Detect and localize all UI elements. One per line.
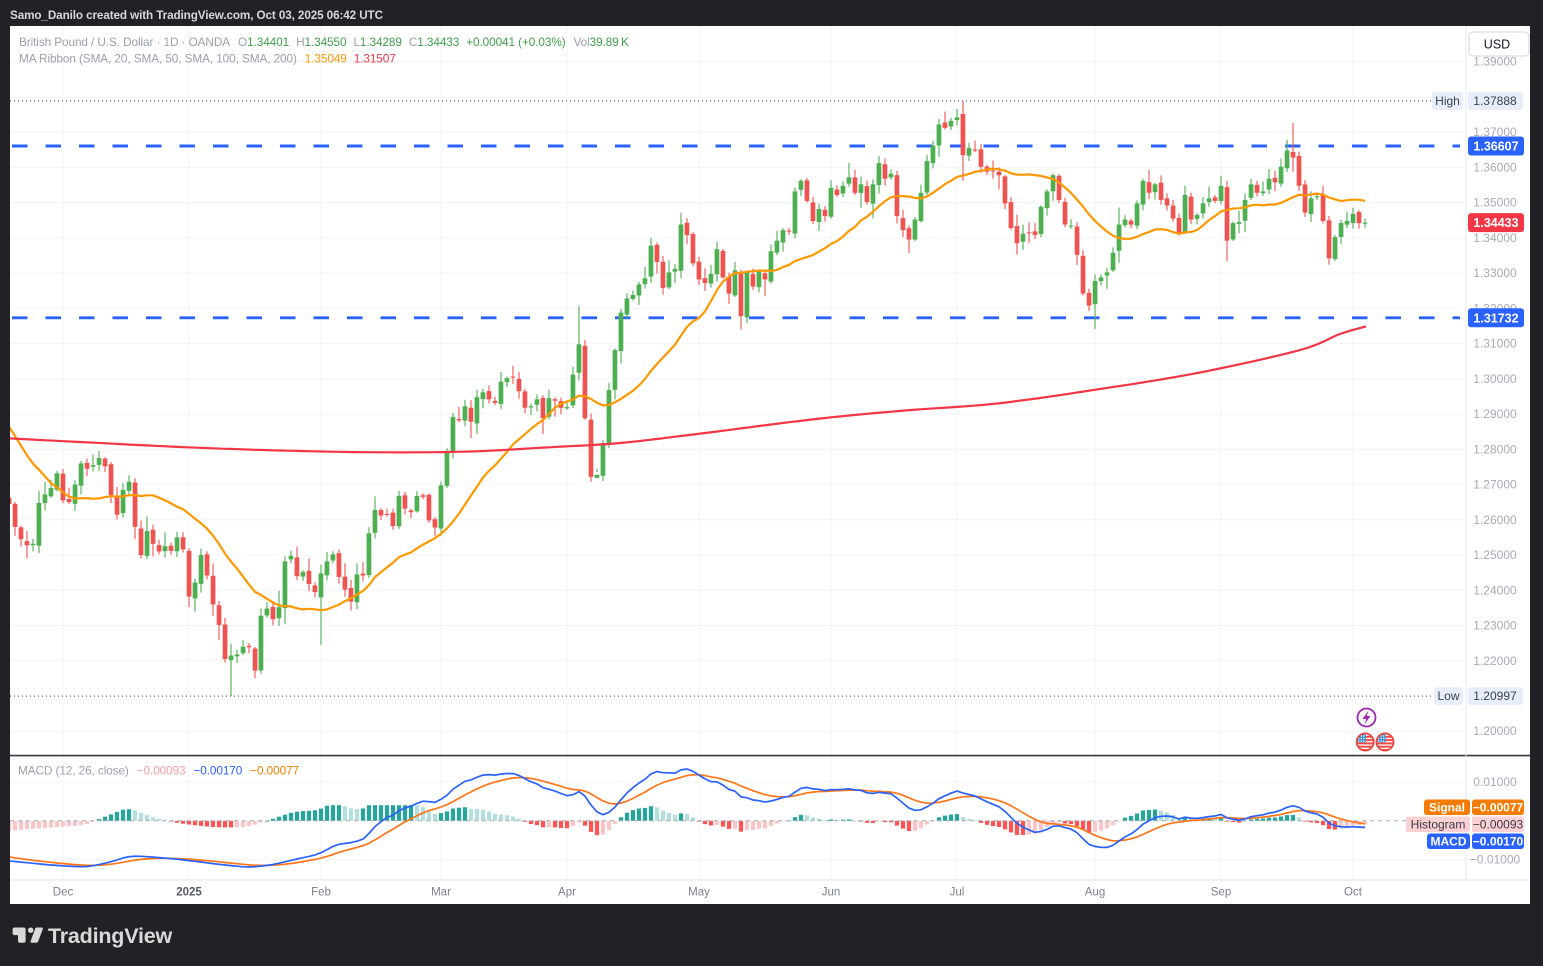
svg-text:1.39000: 1.39000 <box>1473 55 1517 69</box>
svg-text:Samo_Danilo created with Tradi: Samo_Danilo created with TradingView.com… <box>10 9 384 22</box>
svg-text:Jun: Jun <box>822 887 841 899</box>
svg-text:1.31000: 1.31000 <box>1473 337 1517 351</box>
svg-text:Signal: Signal <box>1429 800 1465 814</box>
svg-text:1.23000: 1.23000 <box>1473 619 1517 633</box>
svg-text:1.22000: 1.22000 <box>1473 654 1517 668</box>
svg-text:1.31732: 1.31732 <box>1473 311 1518 325</box>
svg-text:1.30000: 1.30000 <box>1473 372 1517 386</box>
svg-text:MACD: MACD <box>1431 834 1467 848</box>
svg-text:0.01000: 0.01000 <box>1473 775 1517 789</box>
svg-text:MA Ribbon (SMA, 20, SMA, 50, S: MA Ribbon (SMA, 20, SMA, 50, SMA, 100, S… <box>19 52 396 66</box>
svg-text:Feb: Feb <box>311 887 331 899</box>
svg-text:High: High <box>1435 94 1460 108</box>
svg-text:1.35000: 1.35000 <box>1473 196 1517 210</box>
svg-text:1.20000: 1.20000 <box>1473 724 1517 738</box>
svg-text:Mar: Mar <box>431 887 451 899</box>
svg-text:1.36000: 1.36000 <box>1473 160 1517 174</box>
svg-text:British Pound / U.S. Dollar ·: British Pound / U.S. Dollar · 1D · OANDA… <box>19 35 629 49</box>
svg-text:USD: USD <box>1484 38 1510 52</box>
svg-text:Sep: Sep <box>1211 887 1231 899</box>
svg-text:MACD (12, 26, close)−0.00093−0: MACD (12, 26, close) −0.00093 −0.00170 −0.0… <box>18 764 299 778</box>
svg-text:Aug: Aug <box>1085 887 1105 899</box>
svg-text:1.33000: 1.33000 <box>1473 266 1517 280</box>
svg-text:Histogram: Histogram <box>1411 817 1466 831</box>
svg-text:−0.01000: −0.01000 <box>1470 853 1521 867</box>
svg-text:−0.00093: −0.00093 <box>1473 817 1524 831</box>
svg-text:TradingView: TradingView <box>48 924 173 948</box>
svg-text:−0.00170: −0.00170 <box>1473 834 1524 848</box>
svg-text:1.37000: 1.37000 <box>1473 125 1517 139</box>
svg-text:Jul: Jul <box>950 887 965 899</box>
svg-text:1.34000: 1.34000 <box>1473 231 1517 245</box>
svg-text:−0.00077: −0.00077 <box>1473 800 1524 814</box>
svg-text:1.25000: 1.25000 <box>1473 548 1517 562</box>
svg-text:1.36607: 1.36607 <box>1473 140 1518 154</box>
svg-text:Dec: Dec <box>53 887 74 899</box>
svg-text:1.29000: 1.29000 <box>1473 407 1517 421</box>
svg-text:1.34433: 1.34433 <box>1473 216 1518 230</box>
svg-text:May: May <box>688 887 710 899</box>
svg-text:1.20997: 1.20997 <box>1473 689 1517 703</box>
svg-text:1.28000: 1.28000 <box>1473 442 1517 456</box>
svg-text:Low: Low <box>1437 689 1459 703</box>
svg-text:2025: 2025 <box>176 887 202 899</box>
svg-text:1.27000: 1.27000 <box>1473 478 1517 492</box>
svg-text:1.26000: 1.26000 <box>1473 513 1517 527</box>
svg-text:Apr: Apr <box>558 887 576 899</box>
svg-text:1.37888: 1.37888 <box>1473 94 1517 108</box>
svg-text:Oct: Oct <box>1344 887 1363 899</box>
svg-text:1.24000: 1.24000 <box>1473 583 1517 597</box>
